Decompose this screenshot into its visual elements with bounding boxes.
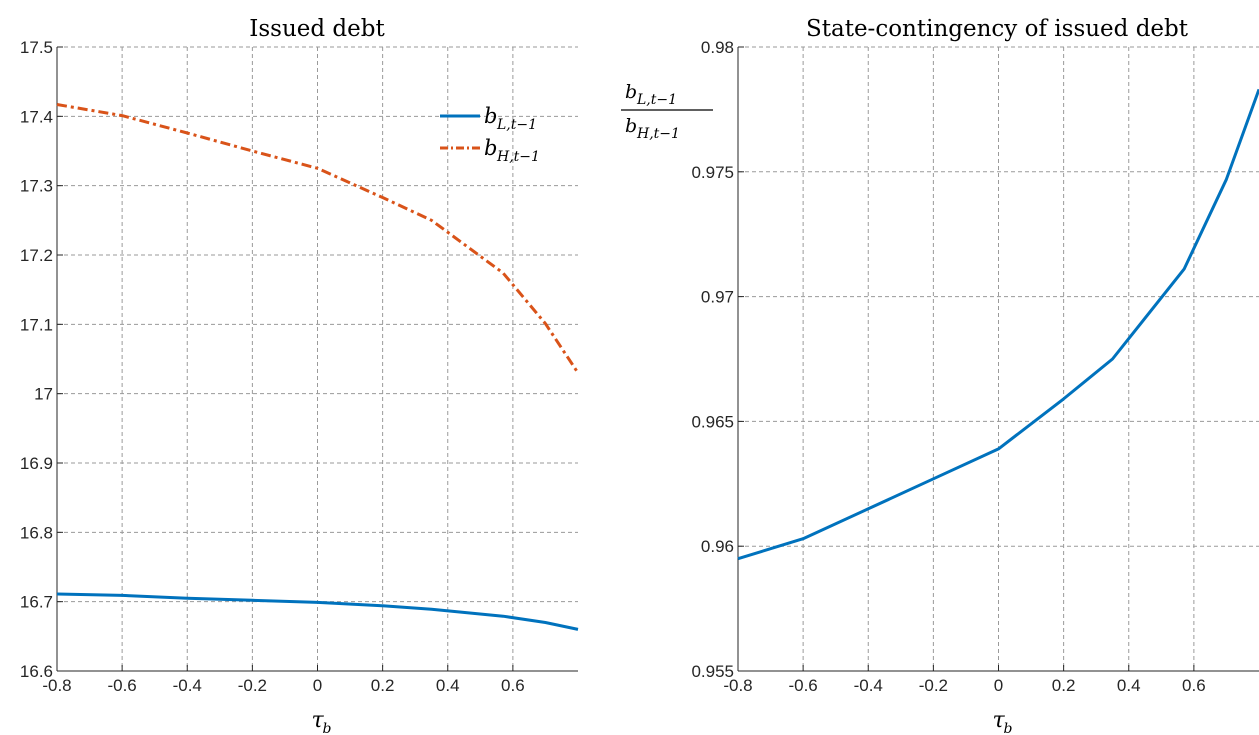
y-tick-label: 16.6 <box>20 662 53 681</box>
x-axis-label-subscript: b <box>1004 721 1013 735</box>
x-tick-label: -0.2 <box>238 676 267 695</box>
chart-title: State-contingency of issued debt <box>806 16 1189 42</box>
y-tick-label: 0.965 <box>691 412 734 431</box>
y-tick-label: 17.4 <box>20 107 53 126</box>
y-tick-label: 0.96 <box>701 537 734 556</box>
y-tick-label: 17.3 <box>20 177 53 196</box>
y-label-denominator: b <box>625 115 637 137</box>
series-line-0 <box>737 88 1259 561</box>
y-label-denominator-subscript: H,t−1 <box>636 126 680 142</box>
y-tick-label: 16.7 <box>20 593 53 612</box>
x-axis-label-subscript: b <box>323 721 332 735</box>
x-tick-label: 0.4 <box>1117 676 1141 695</box>
chart-title: Issued debt <box>249 16 385 42</box>
x-axis-label-text: τ <box>993 708 1006 733</box>
x-tick-label: -0.8 <box>42 676 71 695</box>
y-tick-label: 17 <box>34 385 53 404</box>
y-tick-label: 0.97 <box>701 288 734 307</box>
x-tick-label: 0.6 <box>501 676 525 695</box>
x-tick-label: -0.4 <box>854 676 883 695</box>
y-label-numerator-subscript: L,t−1 <box>636 92 677 108</box>
y-tick-label: 17.2 <box>20 246 53 265</box>
x-tick-label: 0.2 <box>1052 676 1076 695</box>
x-tick-label: -0.8 <box>723 676 752 695</box>
x-tick-label: 0.4 <box>436 676 460 695</box>
series-line-1 <box>56 103 580 374</box>
y-axis-label: b L,t−1b H,t−1 <box>621 81 713 142</box>
y-tick-label: 16.8 <box>20 523 53 542</box>
legend-label: b <box>484 136 497 160</box>
legend-label-subscript: L,t−1 <box>496 117 537 133</box>
x-tick-label: 0 <box>994 676 1003 695</box>
x-axis-label-text: τ <box>312 708 325 733</box>
x-tick-label: 0.2 <box>371 676 395 695</box>
x-tick-label: -0.4 <box>173 676 202 695</box>
legend: b L,t−1b H,t−1 <box>440 104 540 165</box>
x-axis-label: τb <box>312 708 332 735</box>
y-tick-label: 16.9 <box>20 454 53 473</box>
state-contingency-panel: State-contingency of issued debt 0.955 0.… <box>621 16 1259 735</box>
y-label-numerator: b <box>625 81 637 103</box>
x-tick-label: 0.6 <box>1182 676 1206 695</box>
x-axis-label: τb <box>993 708 1013 735</box>
issued-debt-panel: Issued debt 16.6 16.7 16.8 16.9 17 17.1 17.2 17… <box>20 16 580 735</box>
legend-label-subscript: H,t−1 <box>496 149 540 165</box>
y-tick-label: 0.98 <box>701 38 734 57</box>
legend-label: b <box>484 104 497 128</box>
y-tick-label: 0.975 <box>691 163 734 182</box>
x-tick-label: -0.6 <box>107 676 136 695</box>
y-tick-label: 17.1 <box>20 315 53 334</box>
x-tick-label: -0.6 <box>788 676 817 695</box>
series-line-0 <box>56 592 579 631</box>
x-tick-label: -0.2 <box>919 676 948 695</box>
x-tick-label: 0 <box>313 676 322 695</box>
y-tick-label: 0.955 <box>691 662 734 681</box>
y-tick-label: 17.5 <box>20 38 53 57</box>
